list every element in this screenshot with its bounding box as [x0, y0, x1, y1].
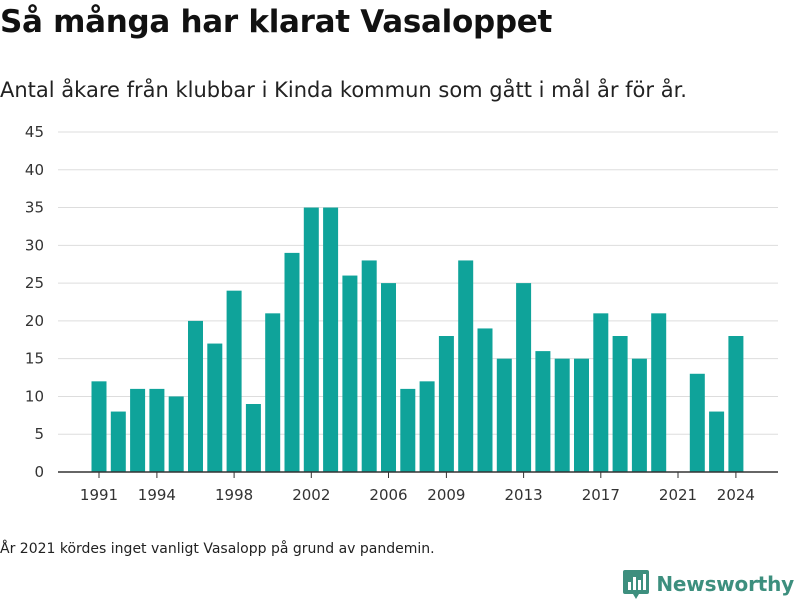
bar-1991	[91, 381, 107, 472]
chart-title: Så många har klarat Vasaloppet	[0, 4, 553, 40]
y-tick-label: 10	[25, 387, 44, 405]
bar-1994	[149, 388, 165, 472]
bar-1997	[207, 343, 223, 472]
y-tick-label: 5	[34, 425, 44, 443]
bar-2013	[516, 283, 532, 472]
x-tick-label: 1991	[80, 486, 118, 504]
x-tick-label: 1998	[215, 486, 253, 504]
bar-2024	[728, 336, 744, 472]
bar-2020	[651, 313, 667, 472]
bar-2002	[303, 207, 319, 473]
brand-logo[interactable]: Newsworthy	[622, 568, 794, 600]
brand-name: Newsworthy	[656, 572, 794, 596]
x-tick-label: 2021	[659, 486, 697, 504]
y-tick-label: 30	[25, 236, 44, 254]
x-axis-ticks: 1991 1994 1998 2002 2006 2009 2013 2017 2021 2024	[80, 472, 755, 504]
y-axis-ticks: 0 5 10 15 20 25 30 35 40 45	[25, 123, 44, 481]
x-tick-label: 2009	[427, 486, 465, 504]
x-tick-label: 2006	[369, 486, 407, 504]
y-tick-label: 45	[25, 123, 44, 141]
bar-1993	[130, 388, 146, 472]
bar-2022	[689, 373, 705, 472]
y-tick-label: 40	[25, 161, 44, 179]
bar-2006	[381, 283, 396, 472]
bar-1998	[226, 290, 242, 472]
bar-2001	[284, 252, 300, 472]
y-tick-label: 0	[34, 463, 44, 481]
bar-2018	[612, 336, 628, 472]
bar-2005	[361, 260, 377, 472]
x-tick-label: 2013	[505, 486, 543, 504]
bar-2019	[631, 358, 647, 472]
y-tick-label: 20	[25, 312, 44, 330]
x-tick-label: 2002	[292, 486, 330, 504]
bar-2007	[400, 388, 416, 472]
bar-1992	[110, 411, 126, 472]
bar-2010	[458, 260, 474, 472]
y-tick-label: 35	[25, 199, 44, 217]
bar-2023	[709, 411, 725, 472]
bar-chart-pin-icon	[623, 570, 650, 599]
bar-chart: 0 5 10 15 20 25 30 35 40 45 1991 1994 1998 2002 2006 2…	[25, 123, 778, 504]
chart-subtitle: Antal åkare från klubbar i Kinda kommun …	[0, 78, 687, 102]
bar-2017	[593, 313, 609, 472]
bar-1996	[188, 320, 203, 472]
y-tick-label: 25	[25, 274, 44, 292]
footnote: År 2021 kördes inget vanligt Vasalopp på…	[0, 541, 435, 557]
x-tick-label: 1994	[138, 486, 176, 504]
y-tick-label: 15	[25, 350, 44, 368]
x-tick-label: 2017	[582, 486, 620, 504]
bar-2000	[265, 313, 281, 472]
bar-2016	[574, 358, 589, 472]
bar-2015	[554, 358, 570, 472]
bar-2011	[477, 328, 493, 472]
bar-2012	[496, 358, 512, 472]
bars	[91, 207, 744, 473]
bar-1999	[245, 404, 261, 472]
bar-2009	[438, 336, 454, 472]
x-tick-label: 2024	[717, 486, 755, 504]
grid-lines	[58, 131, 778, 435]
bar-1995	[168, 396, 184, 472]
bar-2004	[342, 275, 358, 472]
bar-2014	[535, 351, 551, 472]
bar-2008	[419, 381, 435, 472]
bar-2003	[323, 207, 339, 473]
